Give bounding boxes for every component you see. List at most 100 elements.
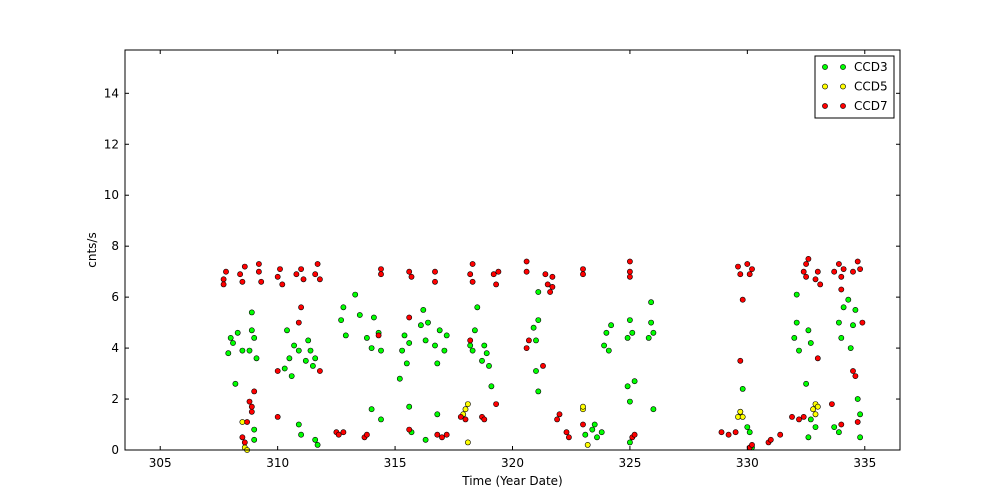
data-point (314, 441, 321, 448)
data-point (793, 319, 800, 326)
data-point (220, 281, 227, 288)
data-point (732, 429, 739, 436)
data-point (378, 347, 384, 354)
data-point (281, 365, 288, 372)
data-point (406, 268, 413, 275)
data-point (422, 337, 429, 344)
data-point (464, 401, 471, 407)
data-point (255, 261, 262, 267)
data-point (274, 413, 281, 420)
data-point (403, 360, 410, 367)
data-point (338, 317, 344, 323)
data-point (434, 360, 441, 367)
x-tick-label: 310 (266, 456, 289, 470)
data-point (274, 368, 281, 374)
data-point (488, 383, 495, 390)
y-tick-label: 14 (104, 86, 119, 100)
data-point (399, 347, 405, 354)
data-point (335, 431, 342, 438)
data-point (838, 273, 845, 280)
legend-marker (822, 103, 828, 109)
data-point (220, 276, 227, 283)
data-point (401, 332, 408, 339)
data-point (225, 350, 232, 357)
data-point (650, 329, 657, 336)
data-point (814, 403, 821, 410)
data-point (286, 355, 293, 362)
data-point (227, 334, 234, 341)
data-point (831, 268, 838, 275)
legend: CCD3 CCD5 CCD7 (814, 55, 895, 119)
data-point (554, 416, 560, 423)
data-point (291, 342, 297, 349)
data-point (631, 378, 638, 385)
data-point (854, 258, 861, 265)
data-point (831, 424, 838, 430)
data-point (535, 388, 542, 395)
data-point (627, 317, 633, 323)
y-tick-label: 4 (111, 341, 119, 355)
data-point (526, 337, 532, 344)
data-point (847, 345, 854, 351)
data-point (547, 289, 553, 295)
data-point (309, 362, 316, 369)
data-point (767, 436, 774, 443)
data-point (307, 347, 314, 354)
legend-marker (840, 103, 846, 109)
data-point (836, 429, 842, 436)
data-point (580, 266, 586, 272)
data-point (737, 408, 744, 415)
x-tick-label: 305 (149, 456, 172, 470)
data-point (375, 332, 382, 339)
data-point (631, 431, 638, 438)
series-ccd3 (225, 289, 863, 451)
data-point (469, 278, 476, 285)
data-point (850, 368, 856, 374)
data-point (258, 278, 265, 285)
axes-layer: 305 310 315 320 325 330 335 0 2 4 6 8 10 12 14 (104, 49, 901, 470)
data-point (563, 429, 570, 436)
data-point (239, 347, 246, 354)
data-point (378, 266, 384, 272)
data-point (549, 283, 556, 290)
y-tick-label: 10 (104, 188, 119, 202)
series-ccd7 (220, 255, 866, 451)
data-point (230, 340, 236, 346)
data-point (293, 271, 300, 278)
data-point (544, 281, 551, 288)
data-point (624, 383, 631, 390)
data-point (300, 276, 307, 283)
data-point (406, 426, 413, 433)
data-point (279, 281, 286, 288)
data-point (840, 304, 847, 311)
data-point (814, 355, 821, 362)
data-point (796, 416, 802, 423)
data-point (803, 380, 809, 387)
data-point (422, 436, 429, 443)
data-point (807, 340, 814, 346)
data-point (432, 342, 438, 349)
data-point (744, 261, 751, 267)
data-point (838, 421, 845, 428)
data-point (627, 258, 633, 265)
data-point (284, 327, 290, 334)
data-point (255, 268, 262, 275)
data-point (274, 273, 281, 280)
data-point (251, 436, 258, 443)
data-point (744, 424, 751, 430)
data-point (859, 319, 866, 326)
data-point (378, 416, 384, 423)
data-point (627, 268, 633, 275)
data-point (749, 266, 755, 272)
data-point (627, 398, 633, 405)
data-point (223, 268, 229, 275)
data-point (396, 375, 403, 382)
data-point (232, 380, 239, 387)
data-point (800, 268, 807, 275)
data-point (812, 276, 819, 283)
data-point (852, 306, 859, 313)
data-point (791, 334, 798, 341)
data-point (603, 329, 610, 336)
x-tick-label: 325 (618, 456, 641, 470)
data-point (251, 426, 258, 433)
